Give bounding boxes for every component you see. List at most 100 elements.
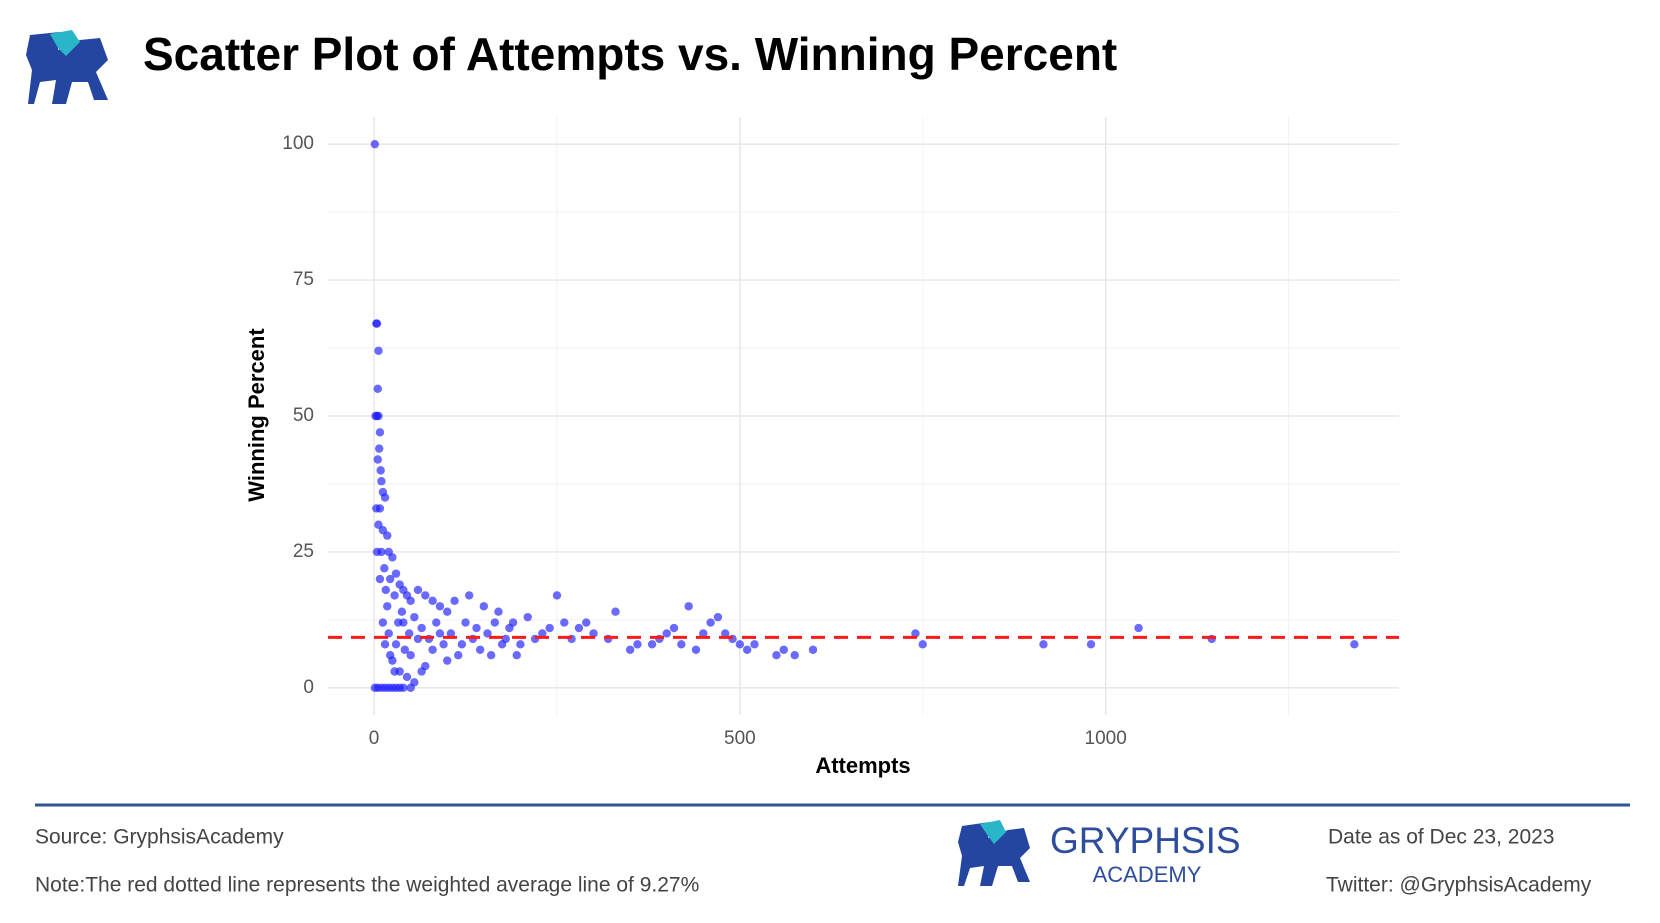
point [483, 629, 492, 638]
point [432, 618, 441, 627]
point [1350, 640, 1359, 649]
point [413, 585, 423, 595]
point [375, 444, 384, 453]
point [699, 629, 708, 638]
point [406, 596, 415, 606]
point [454, 651, 463, 660]
point [377, 477, 386, 486]
point [383, 602, 392, 611]
point [391, 640, 401, 649]
point [372, 319, 382, 328]
point [384, 629, 393, 638]
point [512, 651, 521, 660]
point [538, 629, 547, 638]
point [505, 623, 514, 633]
point [435, 629, 445, 638]
point [589, 629, 598, 638]
point [742, 645, 752, 654]
point [435, 602, 445, 611]
point [721, 629, 730, 638]
point [428, 596, 437, 606]
point [479, 602, 489, 611]
point [918, 640, 927, 649]
x-axis-label: Attempts [815, 753, 910, 778]
point [375, 504, 385, 513]
point [385, 651, 395, 660]
y-tick-label: 0 [303, 677, 314, 698]
point [574, 623, 584, 633]
point [405, 629, 414, 638]
y-tick-label: 75 [293, 269, 314, 290]
point [400, 645, 410, 654]
point [523, 612, 532, 622]
point [497, 640, 507, 649]
point [417, 667, 426, 676]
point [545, 623, 554, 633]
point [417, 623, 426, 633]
point [410, 678, 419, 687]
point [669, 623, 679, 633]
point [397, 607, 407, 616]
point [446, 629, 456, 638]
twitter: Twitter: @GryphsisAcademy [1326, 874, 1592, 897]
date: Date as of Dec 23, 2023 [1328, 826, 1554, 849]
point [677, 640, 686, 649]
point [486, 651, 496, 660]
point [713, 612, 723, 622]
y-tick-label: 25 [293, 541, 314, 562]
point [375, 428, 385, 437]
brand-sub: ACADEMY [1093, 862, 1202, 887]
point [750, 640, 759, 649]
point [772, 651, 781, 660]
point [399, 683, 408, 693]
point [385, 574, 395, 584]
point [406, 651, 415, 660]
point [647, 640, 657, 649]
header-logo [26, 30, 108, 104]
point [790, 651, 799, 660]
x-tick-label: 1000 [1085, 728, 1127, 749]
point [582, 618, 591, 627]
point [494, 607, 503, 616]
point [1039, 640, 1048, 649]
point [516, 640, 525, 649]
point [410, 612, 419, 622]
point [380, 640, 390, 649]
point [373, 384, 382, 394]
point [450, 596, 459, 606]
point [380, 493, 390, 502]
point [421, 591, 430, 600]
point [911, 629, 920, 638]
point [390, 591, 399, 600]
footer-logo [958, 820, 1030, 886]
point [633, 640, 642, 649]
y-tick-label: 100 [282, 133, 314, 154]
note: Note:The red dotted line represents the … [35, 874, 699, 897]
point [388, 553, 397, 562]
point [394, 618, 403, 627]
point [560, 618, 569, 627]
chart-title: Scatter Plot of Attempts vs. Winning Per… [143, 28, 1117, 80]
brand: GRYPHSIS [1050, 820, 1241, 861]
point [374, 411, 383, 421]
point [1134, 623, 1143, 633]
point [439, 640, 448, 649]
point [390, 667, 399, 676]
point [779, 645, 788, 654]
point [808, 645, 818, 654]
point [373, 455, 382, 464]
point [370, 139, 380, 149]
point [552, 591, 562, 600]
point [378, 618, 388, 627]
point [472, 623, 481, 633]
point [374, 346, 383, 355]
point [1086, 640, 1096, 649]
point [611, 607, 620, 616]
point [376, 466, 385, 475]
x-tick-label: 500 [724, 728, 756, 749]
point [391, 569, 401, 578]
point [662, 629, 671, 638]
point [475, 645, 485, 654]
point [625, 645, 635, 654]
